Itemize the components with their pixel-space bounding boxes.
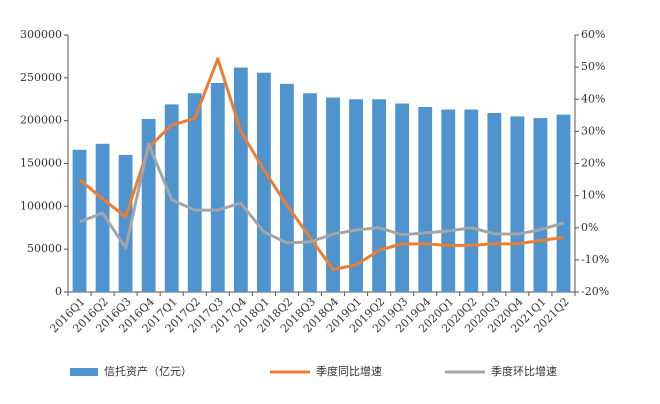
- y2-tick-label: 50%: [581, 60, 605, 73]
- y-tick-label: 150000: [20, 157, 62, 170]
- legend-label: 信托资产（亿元）: [104, 364, 192, 378]
- bar: [441, 109, 456, 292]
- bar: [210, 82, 225, 293]
- bar: [280, 83, 294, 292]
- bar: [326, 97, 340, 292]
- bar: [349, 99, 363, 292]
- y-tick-label: 250000: [20, 71, 62, 84]
- y-tick-label: 0: [55, 285, 62, 298]
- bar: [233, 67, 248, 292]
- bar: [187, 93, 202, 293]
- y-tick-label: 200000: [20, 114, 62, 127]
- y2-tick-label: 10%: [581, 189, 605, 202]
- bar: [510, 116, 525, 292]
- line: [78, 142, 564, 250]
- bar: [556, 114, 571, 292]
- legend-label: 季度环比增速: [491, 364, 557, 378]
- y2-tick-label: -10%: [581, 253, 609, 266]
- legend-swatch: [70, 368, 98, 376]
- y2-tick-label: 60%: [581, 28, 605, 41]
- y-tick-label: 300000: [20, 28, 62, 41]
- y-tick-label: 100000: [20, 199, 62, 212]
- legend-label: 季度同比增速: [316, 364, 382, 378]
- bar: [418, 106, 433, 293]
- y2-tick-label: 40%: [581, 92, 605, 105]
- y2-tick-label: -20%: [581, 285, 609, 298]
- bar: [95, 143, 110, 292]
- bar: [487, 112, 502, 292]
- y2-tick-label: 0%: [581, 221, 598, 234]
- y2-tick-label: 30%: [581, 124, 605, 137]
- bar: [303, 93, 317, 293]
- bar: [372, 99, 387, 292]
- bar: [395, 103, 410, 293]
- bar: [533, 118, 548, 292]
- bar: [256, 72, 271, 293]
- bar: [464, 109, 479, 292]
- y-tick-label: 50000: [27, 242, 62, 255]
- bar: [118, 154, 133, 292]
- y2-tick-label: 20%: [581, 157, 605, 170]
- line: [78, 57, 564, 272]
